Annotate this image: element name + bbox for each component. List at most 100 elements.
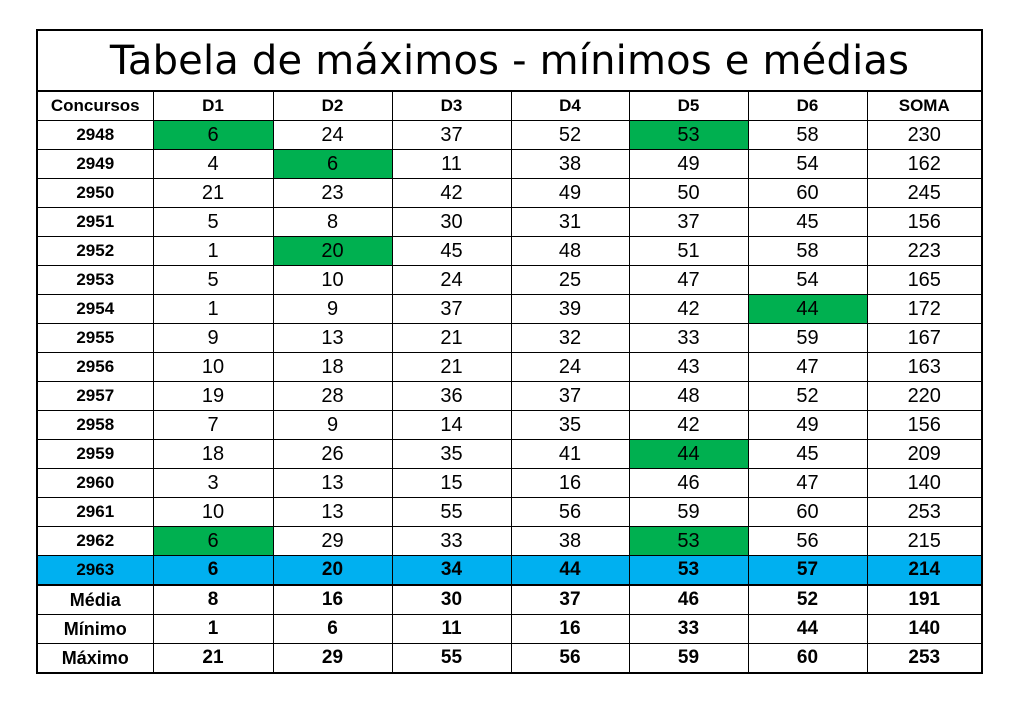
concurso-cell: 2950: [38, 178, 154, 208]
value-cell: 42: [391, 178, 512, 208]
value-cell: 165: [866, 265, 981, 295]
value-cell: 57: [747, 555, 868, 586]
concurso-cell: 2951: [38, 207, 154, 237]
value-cell: 24: [272, 120, 393, 150]
value-cell: 33: [391, 526, 512, 556]
table-row: 2951 5 8 30 31 37 45 156: [38, 207, 981, 237]
table-row: 2953 5 10 24 25 47 54 165: [38, 265, 981, 295]
concurso-cell: 2954: [38, 294, 154, 324]
value-cell: 45: [747, 439, 868, 469]
value-cell: 156: [866, 207, 981, 237]
stats-value-cell: 30: [391, 584, 512, 615]
concurso-cell: 2961: [38, 497, 154, 527]
table-row: 2957 19 28 36 37 48 52 220: [38, 381, 981, 411]
value-cell: 245: [866, 178, 981, 208]
stats-row: Média 8 16 30 37 46 52 191: [38, 584, 981, 615]
value-cell: 253: [866, 497, 981, 527]
value-cell: 59: [628, 497, 749, 527]
value-cell: 37: [391, 294, 512, 324]
value-cell: 55: [391, 497, 512, 527]
value-cell: 49: [510, 178, 630, 208]
value-cell: 48: [628, 381, 749, 411]
stats-value-cell: 55: [391, 643, 512, 672]
value-cell: 29: [272, 526, 393, 556]
value-cell: 14: [391, 410, 512, 440]
value-cell: 9: [272, 294, 393, 324]
concurso-cell: 2955: [38, 323, 154, 353]
value-cell: 42: [628, 294, 749, 324]
concurso-cell: 2949: [38, 149, 154, 179]
concurso-cell: 2957: [38, 381, 154, 411]
value-cell: 30: [391, 207, 512, 237]
value-cell: 44: [510, 555, 630, 586]
stats-value-cell: 33: [628, 614, 749, 644]
column-header: Concursos: [38, 92, 154, 121]
value-cell: 13: [272, 323, 393, 353]
highlighted-value-cell: 6: [152, 120, 274, 150]
highlighted-value-cell: 20: [272, 236, 393, 266]
value-cell: 18: [272, 352, 393, 382]
value-cell: 1: [152, 294, 274, 324]
value-cell: 16: [510, 468, 630, 498]
value-cell: 4: [152, 149, 274, 179]
value-cell: 36: [391, 381, 512, 411]
highlighted-value-cell: 6: [152, 526, 274, 556]
stats-value-cell: 56: [510, 643, 630, 672]
table-title: Tabela de máximos - mínimos e médias: [38, 31, 981, 92]
value-cell: 48: [510, 236, 630, 266]
highlighted-value-cell: 44: [747, 294, 868, 324]
value-cell: 59: [747, 323, 868, 353]
column-header: D4: [510, 92, 630, 121]
value-cell: 47: [747, 468, 868, 498]
value-cell: 52: [747, 381, 868, 411]
header-row: Concursos D1 D2 D3 D4 D5 D6 SOMA: [38, 92, 981, 121]
concurso-cell: 2952: [38, 236, 154, 266]
value-cell: 25: [510, 265, 630, 295]
value-cell: 51: [628, 236, 749, 266]
value-cell: 5: [152, 207, 274, 237]
stats-value-cell: 11: [391, 614, 512, 644]
stats-table: Concursos D1 D2 D3 D4 D5 D6 SOMA 2948 6 24 37 52 53 5…: [38, 92, 981, 672]
value-cell: 37: [628, 207, 749, 237]
value-cell: 10: [272, 265, 393, 295]
value-cell: 167: [866, 323, 981, 353]
value-cell: 220: [866, 381, 981, 411]
value-cell: 24: [510, 352, 630, 382]
value-cell: 38: [510, 149, 630, 179]
table-row: 2962 6 29 33 38 53 56 215: [38, 526, 981, 556]
value-cell: 26: [272, 439, 393, 469]
value-cell: 20: [272, 555, 393, 586]
value-cell: 47: [747, 352, 868, 382]
table-row: 2960 3 13 15 16 46 47 140: [38, 468, 981, 498]
value-cell: 35: [510, 410, 630, 440]
stats-row: Mínimo 1 6 11 16 33 44 140: [38, 614, 981, 644]
value-cell: 45: [747, 207, 868, 237]
value-cell: 42: [628, 410, 749, 440]
highlighted-value-cell: 53: [628, 526, 749, 556]
value-cell: 1: [152, 236, 274, 266]
stats-value-cell: 44: [747, 614, 868, 644]
value-cell: 156: [866, 410, 981, 440]
value-cell: 172: [866, 294, 981, 324]
value-cell: 37: [510, 381, 630, 411]
value-cell: 41: [510, 439, 630, 469]
column-header: SOMA: [866, 92, 981, 121]
highlighted-value-cell: 44: [628, 439, 749, 469]
stats-label: Máximo: [38, 643, 154, 672]
stats-value-cell: 21: [152, 643, 274, 672]
table-row: 2952 1 20 45 48 51 58 223: [38, 236, 981, 266]
value-cell: 7: [152, 410, 274, 440]
current-concurso-row: 2963 6 20 34 44 53 57 214: [38, 555, 981, 586]
value-cell: 31: [510, 207, 630, 237]
stats-value-cell: 16: [510, 614, 630, 644]
value-cell: 47: [628, 265, 749, 295]
stats-value-cell: 16: [272, 584, 393, 615]
concurso-cell: 2960: [38, 468, 154, 498]
value-cell: 60: [747, 497, 868, 527]
value-cell: 35: [391, 439, 512, 469]
value-cell: 24: [391, 265, 512, 295]
value-cell: 58: [747, 120, 868, 150]
concurso-cell: 2958: [38, 410, 154, 440]
value-cell: 13: [272, 497, 393, 527]
